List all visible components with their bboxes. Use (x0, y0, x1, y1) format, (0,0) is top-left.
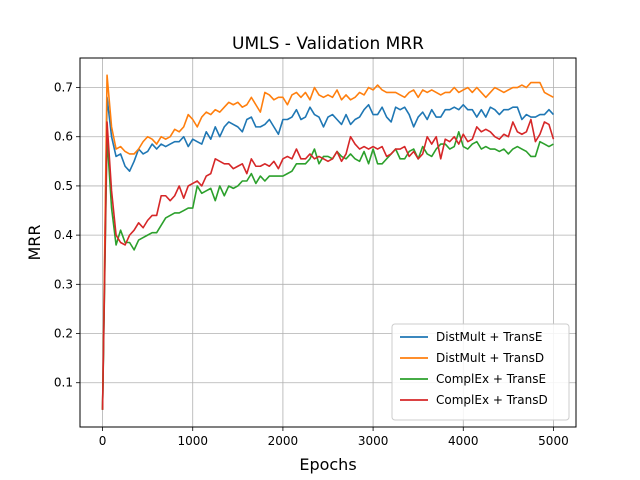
y-tick-label: 0.1 (54, 376, 73, 390)
y-tick-label: 0.6 (54, 130, 73, 144)
legend: DistMult + TransE DistMult + TransD ComplE… (391, 323, 570, 421)
legend-label: DistMult + TransD (436, 351, 544, 365)
x-tick-label: 3000 (358, 434, 389, 448)
axis-ticks: 0 1000 2000 3000 4000 5000 0.1 0.2 0.3 0.4 0.5 0.6 0… (54, 81, 569, 448)
y-tick-label: 0.7 (54, 81, 73, 95)
series-lines (101, 74, 555, 410)
series-line-1 (101, 74, 554, 410)
legend-label: ComplEx + TransE (436, 372, 546, 386)
x-tick-label: 2000 (268, 434, 299, 448)
x-tick-label: 4000 (448, 434, 479, 448)
legend-label: DistMult + TransE (436, 330, 543, 344)
y-tick-label: 0.3 (54, 277, 73, 291)
chart-title: UMLS - Validation MRR (232, 34, 424, 54)
series-line-3 (101, 118, 555, 410)
x-tick-label: 5000 (538, 434, 569, 448)
series-line-2 (101, 131, 554, 410)
x-axis-title: Epochs (299, 455, 356, 474)
y-axis-title: MRR (25, 224, 44, 260)
y-tick-label: 0.4 (54, 228, 73, 242)
legend-label: ComplEx + TransD (436, 393, 548, 407)
legend-box (391, 323, 570, 421)
y-tick-label: 0.5 (54, 179, 73, 193)
series-line-0 (101, 96, 555, 410)
x-tick-label: 1000 (177, 434, 208, 448)
axes-frame (79, 57, 577, 428)
x-tick-label: 0 (99, 434, 107, 448)
y-tick-label: 0.2 (54, 327, 73, 341)
